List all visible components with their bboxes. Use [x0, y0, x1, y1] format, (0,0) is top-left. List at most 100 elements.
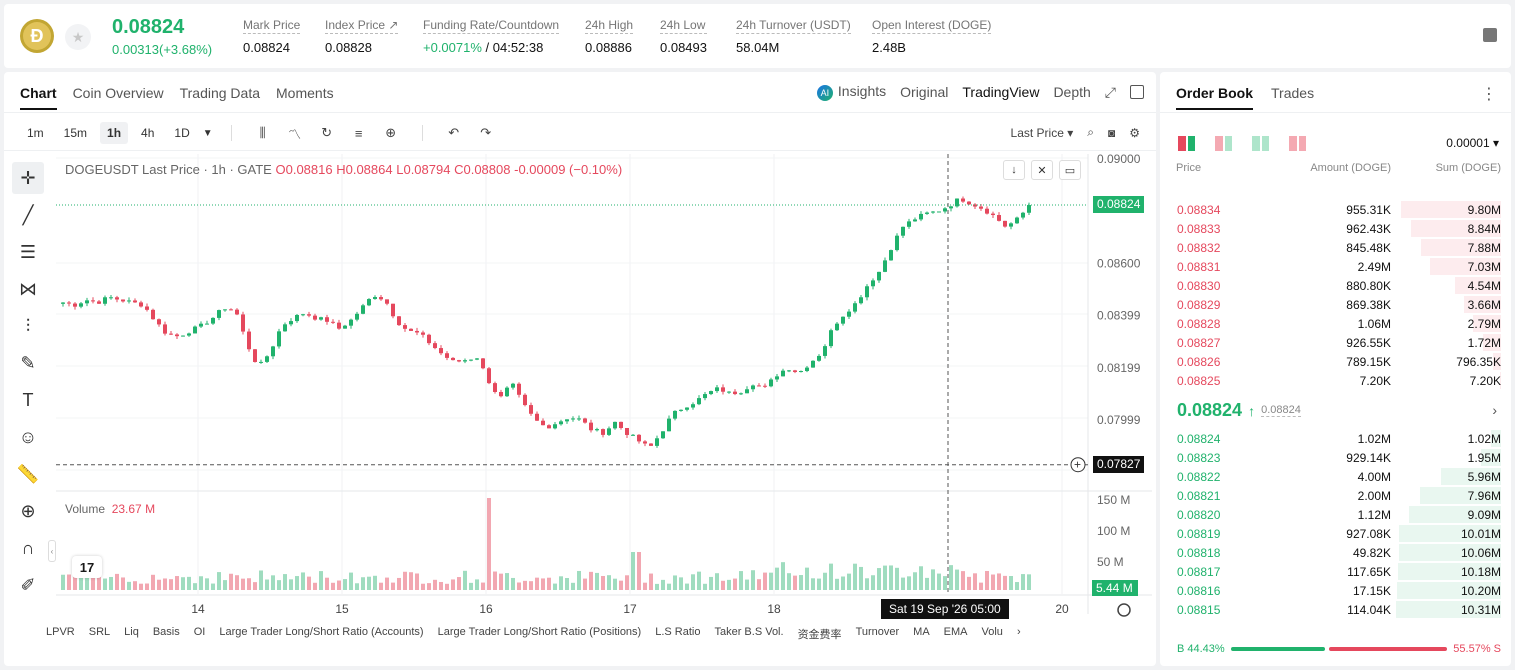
bid-row[interactable]: 0.08820 1.12M 9.09M: [1160, 505, 1511, 524]
ask-row[interactable]: 0.08832 845.48K 7.88M: [1160, 238, 1511, 257]
tab-chart[interactable]: Chart: [20, 85, 57, 110]
candle-body: [697, 398, 701, 405]
price-source-select[interactable]: Last Price ▾: [1010, 125, 1074, 140]
pencil-lock-icon[interactable]: ✐: [20, 574, 36, 595]
projection-icon[interactable]: ⫶: [25, 315, 31, 336]
indicator-turnover[interactable]: Turnover: [855, 626, 900, 638]
indicator-ema[interactable]: EMA: [943, 626, 968, 638]
more-options-icon[interactable]: ⋮: [1481, 86, 1497, 103]
ruler-icon[interactable]: 📏: [16, 463, 40, 484]
stat-index-price[interactable]: Index Price ↗ 0.08828: [325, 18, 399, 55]
maximize-icon[interactable]: ▭: [1059, 160, 1081, 180]
collapse-toolbar-icon[interactable]: ‹: [48, 540, 56, 562]
fullscreen-icon[interactable]: [1130, 85, 1144, 99]
text-tool-icon[interactable]: T: [22, 389, 34, 410]
stat-open-interest[interactable]: Open Interest (DOGE) 2.48B: [872, 18, 992, 55]
bid-row[interactable]: 0.08817 117.65K 10.18M: [1160, 562, 1511, 581]
view-depth-icon[interactable]: [1289, 136, 1306, 151]
view-both-icon[interactable]: [1178, 136, 1195, 151]
brush-icon[interactable]: ✎: [20, 352, 36, 373]
search-icon[interactable]: ⌕: [1087, 125, 1094, 139]
indicator-lpvr[interactable]: LPVR: [46, 626, 75, 638]
candle-body: [313, 315, 317, 320]
replay-icon[interactable]: ↻: [321, 125, 333, 140]
price-chart[interactable]: 0.09000 0.08600 0.08399 0.08199 0.07999 150 M…: [56, 154, 1152, 620]
ask-row[interactable]: 0.08825 7.20K 7.20K: [1160, 371, 1511, 390]
favorite-star-icon[interactable]: ★: [65, 24, 91, 50]
indicator-volume[interactable]: Volu: [981, 626, 1003, 638]
book-icon[interactable]: [1483, 28, 1497, 42]
bid-row[interactable]: 0.08815 114.04K 10.31M: [1160, 600, 1511, 619]
templates-icon[interactable]: ≡: [354, 125, 363, 141]
ask-row[interactable]: 0.08827 926.55K 1.72M: [1160, 333, 1511, 352]
camera-icon[interactable]: ◙: [1107, 125, 1116, 140]
tab-order-book[interactable]: Order Book: [1176, 85, 1254, 110]
collapse-icon[interactable]: ✕: [1031, 160, 1053, 180]
candle-body: [115, 297, 119, 300]
ask-row[interactable]: 0.08829 869.38K 3.66M: [1160, 295, 1511, 314]
tab-trading-data[interactable]: Trading Data: [179, 85, 261, 101]
volume-bar: [835, 578, 839, 590]
time-axis-label: 18: [767, 602, 781, 616]
scroll-down-icon[interactable]: ↓: [1003, 160, 1025, 180]
chevron-right-icon[interactable]: ›: [1016, 626, 1021, 638]
bid-row[interactable]: 0.08821 2.00M 7.96M: [1160, 486, 1511, 505]
ask-row[interactable]: 0.08830 880.80K 4.54M: [1160, 276, 1511, 295]
tab-moments[interactable]: Moments: [276, 85, 334, 101]
indicator-liq[interactable]: Liq: [124, 626, 139, 638]
fib-lines-icon[interactable]: ☰: [19, 241, 37, 262]
magnet-icon[interactable]: ∩: [21, 537, 35, 558]
crosshair-icon[interactable]: ✛: [12, 162, 44, 194]
tick-size-select[interactable]: 0.00001 ▾: [1446, 136, 1499, 150]
bid-row[interactable]: 0.08824 1.02M 1.02M: [1160, 429, 1511, 448]
chevron-right-icon[interactable]: ›: [1492, 402, 1497, 418]
indicator-basis[interactable]: Basis: [152, 626, 180, 638]
expand-icon[interactable]: ⤢: [1104, 83, 1116, 100]
stat-mark-price[interactable]: Mark Price 0.08824: [243, 18, 301, 55]
redo-icon[interactable]: ↷: [480, 125, 492, 140]
bid-row[interactable]: 0.08816 17.15K 10.20M: [1160, 581, 1511, 600]
pattern-icon[interactable]: ⋈: [19, 278, 37, 299]
candle-type-icon[interactable]: ⫼: [259, 125, 266, 140]
trendline-icon[interactable]: ╱: [22, 204, 34, 225]
timeframe-dropdown-icon[interactable]: ▼: [202, 127, 213, 139]
bid-row[interactable]: 0.08822 4.00M 5.96M: [1160, 467, 1511, 486]
view-asks-icon[interactable]: [1215, 136, 1232, 151]
emoji-icon[interactable]: ☺: [18, 426, 38, 447]
indicator-taker-vol[interactable]: Taker B.S Vol.: [714, 626, 784, 638]
mode-depth[interactable]: Depth: [1053, 84, 1091, 100]
tf-4h[interactable]: 4h: [141, 126, 155, 140]
indicator-ls-positions[interactable]: Large Trader Long/Short Ratio (Positions…: [437, 626, 642, 638]
undo-icon[interactable]: ↶: [448, 125, 460, 140]
tradingview-logo[interactable]: 17: [72, 556, 102, 578]
indicator-ls-accounts[interactable]: Large Trader Long/Short Ratio (Accounts): [219, 626, 424, 638]
view-bids-icon[interactable]: [1252, 136, 1269, 151]
tab-trades[interactable]: Trades: [1271, 85, 1315, 101]
indicator-ma[interactable]: MA: [913, 626, 930, 638]
ask-row[interactable]: 0.08833 962.43K 8.84M: [1160, 219, 1511, 238]
tf-1d[interactable]: 1D: [174, 126, 190, 140]
tf-15m[interactable]: 15m: [63, 126, 88, 140]
add-indicator-icon[interactable]: ⊕: [385, 125, 397, 140]
tf-1h[interactable]: 1h: [100, 122, 129, 144]
ask-row[interactable]: 0.08831 2.49M 7.03M: [1160, 257, 1511, 276]
mode-original[interactable]: Original: [900, 84, 949, 100]
bid-row[interactable]: 0.08819 927.08K 10.01M: [1160, 524, 1511, 543]
indicator-oi[interactable]: OI: [193, 626, 206, 638]
bid-row[interactable]: 0.08818 49.82K 10.06M: [1160, 543, 1511, 562]
tab-coin-overview[interactable]: Coin Overview: [72, 85, 164, 101]
ask-row[interactable]: 0.08834 955.31K 9.80M: [1160, 200, 1511, 219]
indicators-icon[interactable]: 〽: [288, 126, 302, 142]
indicator-funding-rate[interactable]: 资金费率: [797, 629, 842, 641]
ask-row[interactable]: 0.08828 1.06M 2.79M: [1160, 314, 1511, 333]
indicator-ls-ratio[interactable]: L.S Ratio: [655, 626, 701, 638]
indicator-srl[interactable]: SRL: [88, 626, 111, 638]
insights-button[interactable]: AI Insights: [816, 83, 886, 101]
tf-1m[interactable]: 1m: [27, 126, 44, 140]
zoom-in-icon[interactable]: ⊕: [20, 500, 36, 521]
mode-tradingview[interactable]: TradingView: [962, 84, 1040, 100]
stat-funding-rate[interactable]: Funding Rate/Countdown +0.0071% / 04:52:…: [423, 18, 560, 55]
bid-row[interactable]: 0.08823 929.14K 1.95M: [1160, 448, 1511, 467]
ask-row[interactable]: 0.08826 789.15K 796.35K: [1160, 352, 1511, 371]
settings-gear-icon[interactable]: ⚙: [1129, 125, 1140, 140]
